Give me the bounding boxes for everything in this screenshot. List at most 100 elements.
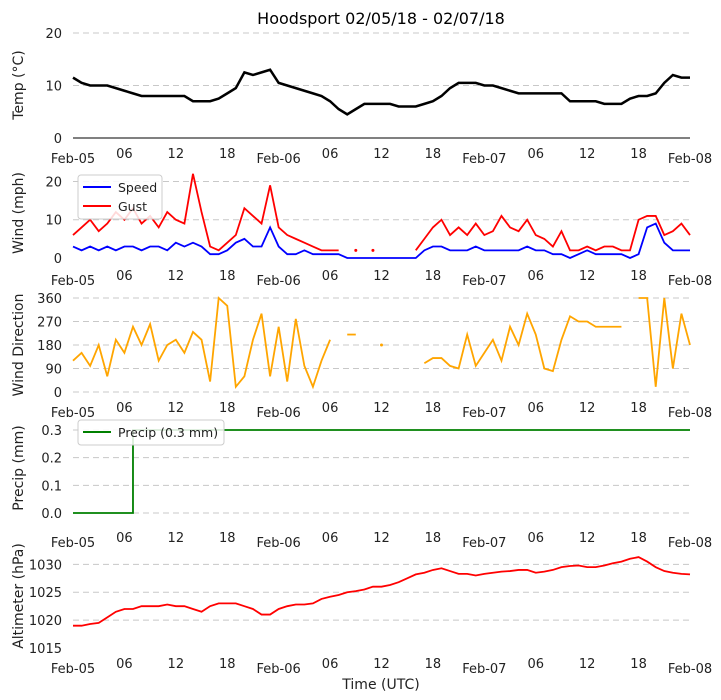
x-tick-label: 18 [630,401,647,416]
x-tick-label: 18 [425,401,442,416]
x-tick-label: Feb-05 [51,152,95,167]
x-axis-label: Time (UTC) [341,677,419,693]
x-tick-label: 12 [579,531,596,546]
x-tick-label: 12 [579,147,596,162]
x-tick-label: Feb-07 [462,274,506,289]
y-tick-label: 10 [45,214,62,229]
x-tick-label: 18 [630,147,647,162]
x-tick-label: 06 [322,657,339,672]
x-tick-label: 12 [168,401,185,416]
y-tick-label: 10 [45,80,62,95]
y-tick-label: 1015 [29,642,62,657]
y-tick-label: 1020 [29,614,62,629]
x-tick-label: 12 [579,401,596,416]
y-tick-label: 0.2 [41,452,62,467]
x-tick-label: 12 [373,531,390,546]
y-tick-label: 90 [45,363,62,378]
x-tick-label: 06 [527,531,544,546]
x-tick-label: 18 [425,657,442,672]
y-tick-label: 0.0 [41,507,62,522]
x-tick-label: 12 [168,147,185,162]
series-line-speed [72,222,690,259]
x-tick-label: 06 [527,147,544,162]
legend-label: Precip (0.3 mm) [118,425,218,440]
y-tick-label: 180 [37,339,62,354]
x-tick-label: 18 [630,531,647,546]
x-tick-label: 12 [373,147,390,162]
x-tick-label: 18 [425,531,442,546]
x-tick-label: Feb-08 [668,662,712,677]
x-tick-label: 18 [219,657,236,672]
y-tick-label: 0 [54,132,62,147]
x-tick-label: 18 [630,269,647,284]
x-tick-label: Feb-05 [51,406,95,421]
y-tick-label: 0.3 [41,424,62,439]
y-tick-label: 1025 [29,586,62,601]
series-line-altimeter [73,556,691,627]
legend-box [77,419,225,446]
x-tick-label: 06 [116,657,133,672]
x-tick-label: 12 [168,657,185,672]
x-tick-label: 18 [219,269,236,284]
x-tick-label: 06 [116,531,133,546]
x-tick-label: 18 [219,147,236,162]
x-tick-label: Feb-05 [51,662,95,677]
x-tick-label: Feb-06 [257,406,301,421]
y-axis-label: Temp (°C) [11,50,27,120]
x-tick-label: 18 [425,269,442,284]
y-tick-label: 20 [45,175,62,190]
y-tick-label: 360 [37,292,62,307]
x-tick-label: Feb-05 [51,536,95,551]
x-tick-label: 12 [168,269,185,284]
y-tick-label: 0 [54,386,62,401]
x-tick-label: Feb-07 [462,152,506,167]
data-point-gust [354,248,358,252]
y-axis-label: Wind Direction [11,294,27,397]
x-tick-label: 12 [579,657,596,672]
series-line-gust [415,214,691,252]
x-tick-label: Feb-08 [668,274,712,289]
data-point-gust [371,248,375,252]
x-tick-label: Feb-05 [51,274,95,289]
x-tick-label: 12 [373,269,390,284]
x-tick-label: Feb-07 [462,662,506,677]
chart-title: Hoodsport 02/05/18 - 02/07/18 [257,9,505,28]
x-tick-label: 18 [425,147,442,162]
x-tick-label: 18 [630,657,647,672]
x-tick-label: Feb-06 [257,662,301,677]
series-line-direction [72,296,331,390]
y-tick-label: 20 [45,27,62,42]
series-line-direction [638,297,691,387]
x-tick-label: Feb-06 [257,152,301,167]
x-tick-label: Feb-08 [668,152,712,167]
x-tick-label: 06 [527,401,544,416]
x-tick-label: Feb-07 [462,406,506,421]
x-tick-label: 06 [116,269,133,284]
x-tick-label: 18 [219,531,236,546]
y-tick-label: 270 [37,316,62,331]
y-axis-label: Altimeter (hPa) [11,543,27,649]
x-tick-label: 06 [527,269,544,284]
x-tick-label: 06 [116,147,133,162]
x-tick-label: 06 [527,657,544,672]
legend-label: Gust [118,199,147,214]
series-line-direction [423,310,622,373]
y-tick-label: 0 [54,252,62,267]
x-tick-label: Feb-06 [257,274,301,289]
x-tick-label: 06 [322,531,339,546]
x-tick-label: Feb-08 [668,406,712,421]
y-axis-label: Wind (mph) [11,172,27,254]
x-tick-label: 06 [116,401,133,416]
legend-label: Speed [118,180,157,195]
x-tick-label: 06 [322,269,339,284]
data-point-direction [380,343,383,347]
x-tick-label: Feb-07 [462,536,506,551]
y-axis-label: Precip (mm) [11,425,27,510]
x-tick-label: 18 [219,401,236,416]
x-tick-label: Feb-08 [668,536,712,551]
x-tick-label: 06 [322,401,339,416]
x-tick-label: 12 [373,401,390,416]
y-tick-label: 1030 [29,558,62,573]
